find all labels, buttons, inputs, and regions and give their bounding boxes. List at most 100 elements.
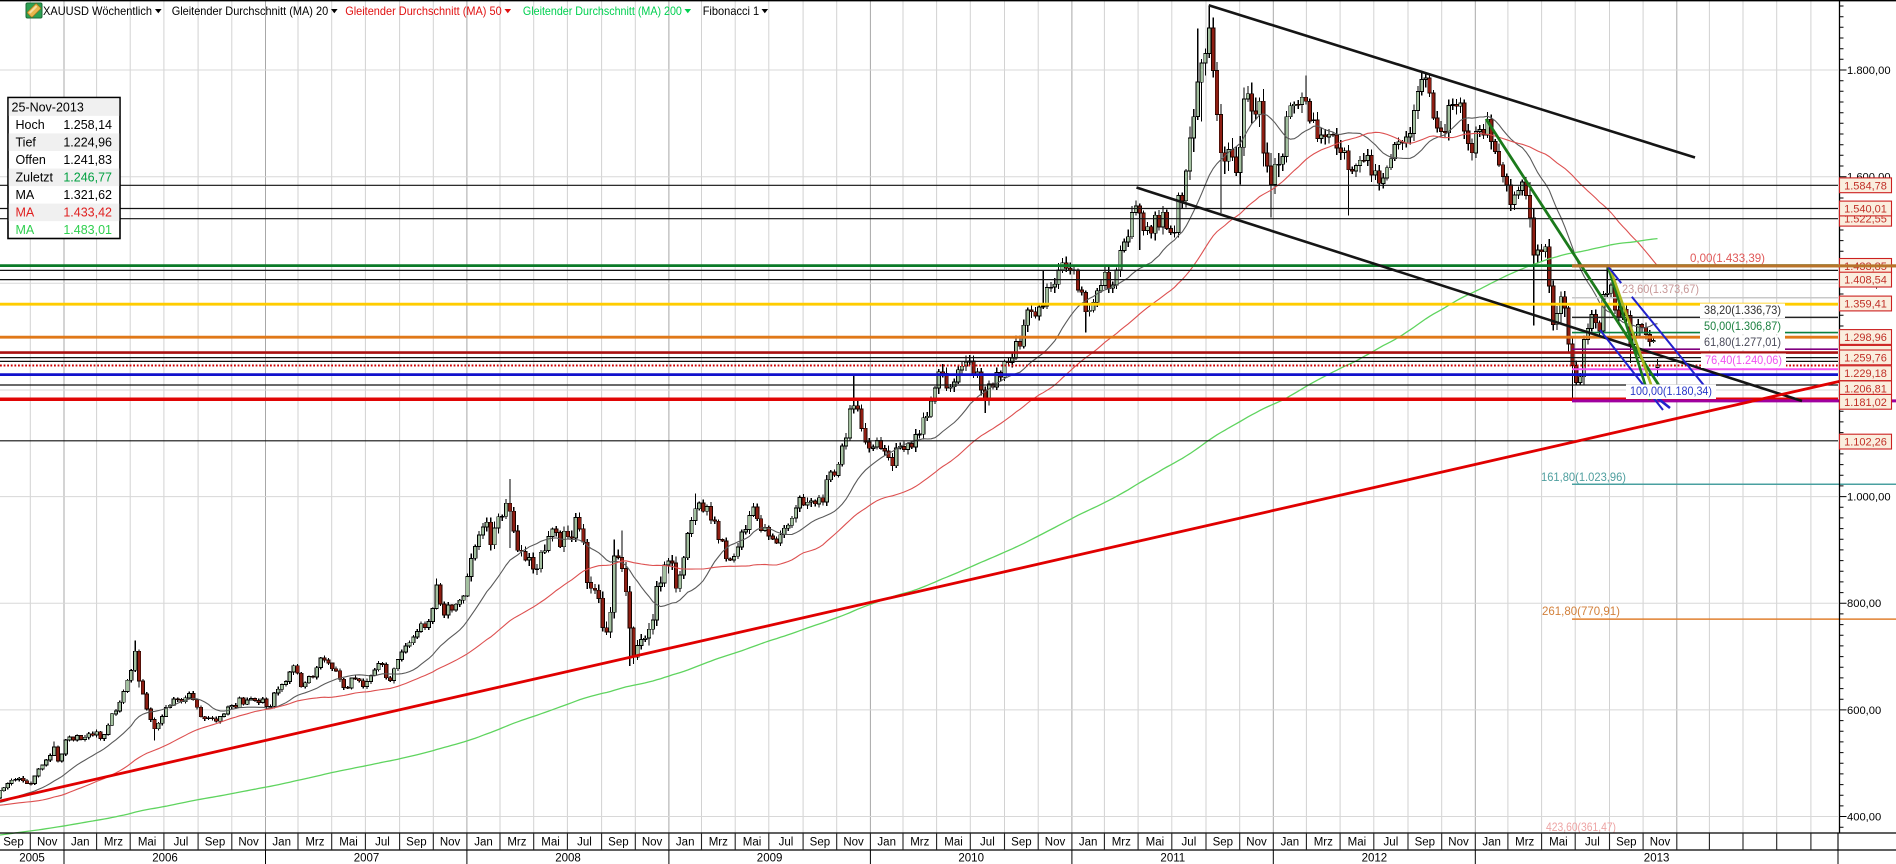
svg-text:Nov: Nov <box>440 837 461 849</box>
svg-text:1.181,02: 1.181,02 <box>1844 397 1887 409</box>
svg-text:Zuletzt: Zuletzt <box>16 171 54 185</box>
svg-text:Sep: Sep <box>205 837 225 849</box>
svg-text:Offen: Offen <box>16 153 46 167</box>
svg-text:61,80(1.277,01): 61,80(1.277,01) <box>1704 335 1781 349</box>
svg-text:261,80(770,91): 261,80(770,91) <box>1542 604 1620 618</box>
svg-text:400,00: 400,00 <box>1847 812 1881 824</box>
svg-text:Gleitender Durchschnitt (MA) 5: Gleitender Durchschnitt (MA) 50 <box>345 4 502 18</box>
svg-text:1.229,18: 1.229,18 <box>1844 368 1887 380</box>
svg-text:1.800,00: 1.800,00 <box>1847 65 1891 77</box>
svg-text:1.540,01: 1.540,01 <box>1844 204 1887 216</box>
svg-text:1.258,14: 1.258,14 <box>63 118 112 132</box>
svg-text:23,60(1.373,67): 23,60(1.373,67) <box>1622 282 1699 296</box>
svg-text:1.433,42: 1.433,42 <box>63 206 112 220</box>
svg-text:Tief: Tief <box>16 135 37 149</box>
svg-text:Jan: Jan <box>1079 837 1098 849</box>
svg-text:Mai: Mai <box>138 837 157 849</box>
svg-text:Jan: Jan <box>1281 837 1300 849</box>
svg-text:1.359,41: 1.359,41 <box>1844 299 1887 311</box>
svg-text:2013: 2013 <box>1644 853 1670 864</box>
svg-text:MA: MA <box>16 206 35 220</box>
svg-text:0,00(1.433,39): 0,00(1.433,39) <box>1690 251 1765 265</box>
svg-text:Jan: Jan <box>272 837 291 849</box>
svg-text:800,00: 800,00 <box>1847 598 1881 610</box>
svg-text:1.224,96: 1.224,96 <box>63 135 112 149</box>
svg-text:Jan: Jan <box>877 837 896 849</box>
svg-text:Mrz: Mrz <box>305 837 324 849</box>
svg-text:Mai: Mai <box>541 837 560 849</box>
svg-text:Nov: Nov <box>1045 837 1066 849</box>
svg-text:MA: MA <box>16 223 35 237</box>
svg-text:Jul: Jul <box>1585 837 1600 849</box>
svg-text:Nov: Nov <box>1448 837 1469 849</box>
svg-text:38,20(1.336,73): 38,20(1.336,73) <box>1704 303 1781 317</box>
svg-text:Mrz: Mrz <box>507 837 526 849</box>
svg-text:600,00: 600,00 <box>1847 705 1881 717</box>
svg-text:Jul: Jul <box>375 837 390 849</box>
svg-text:1.321,62: 1.321,62 <box>63 188 112 202</box>
svg-text:Jan: Jan <box>676 837 695 849</box>
svg-text:Nov: Nov <box>238 837 259 849</box>
svg-text:Sep: Sep <box>1616 837 1636 849</box>
svg-text:Sep: Sep <box>406 837 426 849</box>
svg-text:1.408,54: 1.408,54 <box>1844 275 1887 287</box>
svg-text:1.522,55: 1.522,55 <box>1844 214 1887 226</box>
svg-text:Mrz: Mrz <box>104 837 123 849</box>
svg-text:1.102,26: 1.102,26 <box>1844 437 1887 449</box>
svg-text:Jul: Jul <box>174 837 189 849</box>
svg-text:Mai: Mai <box>1146 837 1165 849</box>
svg-text:Jul: Jul <box>1182 837 1197 849</box>
svg-text:Nov: Nov <box>843 837 864 849</box>
svg-text:2006: 2006 <box>152 853 178 864</box>
svg-text:Mai: Mai <box>339 837 358 849</box>
svg-text:Sep: Sep <box>608 837 628 849</box>
svg-text:Mai: Mai <box>1549 837 1568 849</box>
svg-text:XAUUSD Wöchentlich: XAUUSD Wöchentlich <box>43 4 152 18</box>
svg-text:Mrz: Mrz <box>1112 837 1131 849</box>
svg-text:Sep: Sep <box>810 837 830 849</box>
svg-text:Nov: Nov <box>1246 837 1267 849</box>
svg-text:161,80(1.023,96): 161,80(1.023,96) <box>1541 470 1626 484</box>
svg-text:1.259,76: 1.259,76 <box>1844 352 1887 364</box>
svg-text:Gleitender Durchschnitt (MA) 2: Gleitender Durchschnitt (MA) 200 <box>523 4 682 18</box>
svg-text:1.246,77: 1.246,77 <box>63 171 112 185</box>
svg-text:2009: 2009 <box>757 853 783 864</box>
svg-text:50,00(1.306,87): 50,00(1.306,87) <box>1704 319 1781 333</box>
svg-text:Jan: Jan <box>71 837 90 849</box>
svg-text:Mrz: Mrz <box>1515 837 1534 849</box>
svg-text:Mai: Mai <box>1348 837 1367 849</box>
svg-text:1.241,83: 1.241,83 <box>63 153 112 167</box>
svg-text:1.206,81: 1.206,81 <box>1844 383 1887 395</box>
svg-text:Sep: Sep <box>1415 837 1435 849</box>
svg-text:423,60(361,47): 423,60(361,47) <box>1546 820 1616 834</box>
svg-text:1.584,78: 1.584,78 <box>1844 180 1887 192</box>
svg-text:Jan: Jan <box>1482 837 1501 849</box>
svg-text:2005: 2005 <box>19 853 45 864</box>
svg-text:2011: 2011 <box>1160 853 1185 864</box>
svg-text:Sep: Sep <box>3 837 23 849</box>
svg-text:Mrz: Mrz <box>1314 837 1333 849</box>
svg-text:2007: 2007 <box>354 853 380 864</box>
svg-text:25-Nov-2013: 25-Nov-2013 <box>12 100 84 114</box>
svg-text:Mrz: Mrz <box>910 837 929 849</box>
svg-text:2008: 2008 <box>555 853 581 864</box>
svg-text:Sep: Sep <box>1213 837 1233 849</box>
svg-text:2012: 2012 <box>1362 853 1388 864</box>
svg-text:Nov: Nov <box>1650 837 1671 849</box>
svg-text:Nov: Nov <box>37 837 58 849</box>
svg-text:Mai: Mai <box>944 837 963 849</box>
svg-text:2010: 2010 <box>958 853 984 864</box>
svg-text:Jan: Jan <box>474 837 493 849</box>
svg-text:Jul: Jul <box>577 837 592 849</box>
svg-text:Mai: Mai <box>743 837 762 849</box>
svg-text:Nov: Nov <box>642 837 663 849</box>
svg-text:1.000,00: 1.000,00 <box>1847 492 1891 504</box>
svg-text:100,00(1.180,34): 100,00(1.180,34) <box>1630 384 1712 398</box>
svg-text:76,40(1.240,06): 76,40(1.240,06) <box>1705 353 1782 367</box>
svg-text:Gleitender Durchschnitt (MA) 2: Gleitender Durchschnitt (MA) 20 <box>172 4 329 18</box>
svg-text:Jul: Jul <box>779 837 794 849</box>
svg-text:1.483,01: 1.483,01 <box>63 223 112 237</box>
svg-text:1.298,96: 1.298,96 <box>1844 332 1887 344</box>
svg-text:Mrz: Mrz <box>709 837 728 849</box>
svg-text:Hoch: Hoch <box>16 118 45 132</box>
